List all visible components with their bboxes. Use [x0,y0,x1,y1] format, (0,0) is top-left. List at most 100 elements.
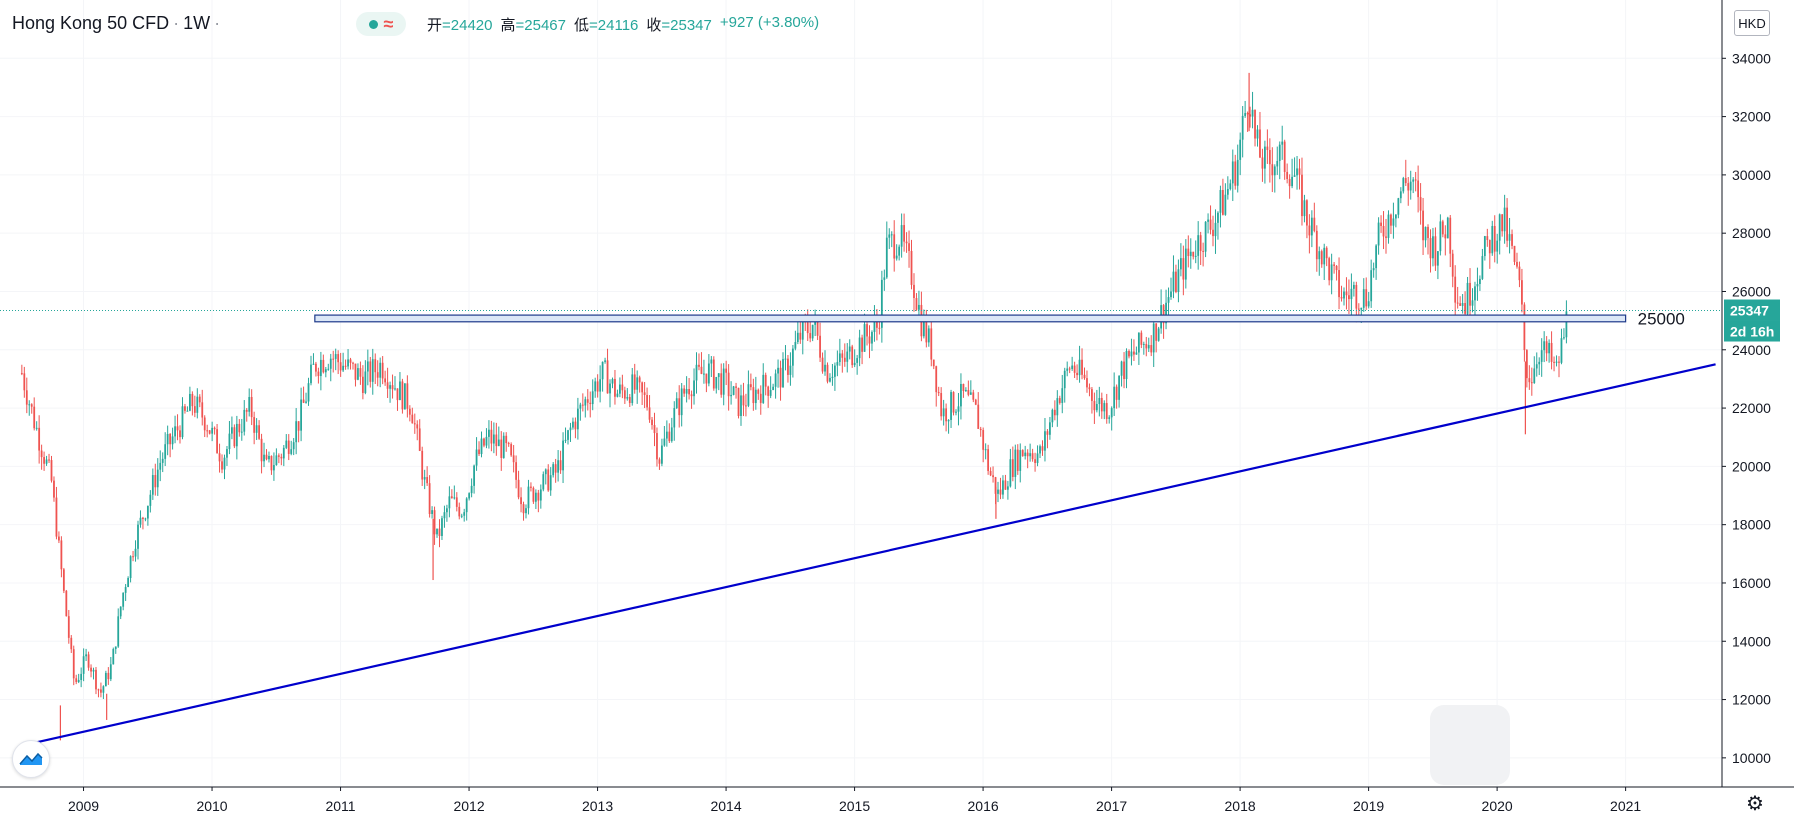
candle-body [211,427,214,434]
candle-body [1446,217,1449,239]
candle-body [1318,251,1321,260]
ohlc-close: 收=25347 [646,17,712,34]
candle-body [507,443,510,445]
candle-body [1273,166,1276,176]
candle-body [75,678,78,682]
candle-body [1108,417,1111,419]
candle-body [816,319,819,336]
candle-body [193,406,196,413]
candle-body [796,332,799,343]
ohlc-change: +927 (+3.80%) [719,14,820,31]
candle-body [401,381,404,410]
candle-body [1187,248,1190,257]
candle-body [1095,404,1098,411]
candle-body [198,396,201,403]
candle-body [399,381,401,401]
candle-body [740,395,742,417]
candle-body [1533,368,1536,383]
candle-body [801,320,804,340]
candle-body [661,445,663,464]
candle-body [1002,480,1004,495]
symbol-title[interactable]: Hong Kong 50 CFD [12,12,170,33]
currency-button[interactable]: HKD [1734,10,1770,36]
gear-icon[interactable]: ⚙ [1746,792,1764,815]
candle-body [1009,459,1012,487]
candle-body [164,444,167,459]
tradingview-logo-icon[interactable] [12,740,50,778]
candle-body [166,434,169,445]
candle-body [623,390,626,399]
candle-body [258,425,260,439]
candle-body [1501,214,1504,232]
candle-body [1093,400,1096,411]
candle-body [233,427,236,447]
candle-body [871,331,873,344]
market-status-badge[interactable]: ≈ [356,12,406,36]
candle-body [446,508,448,513]
candle-body [495,434,498,447]
candle-body [302,399,305,403]
candle-body [354,363,357,380]
candle-body [616,393,619,397]
candle-body [156,469,159,488]
candle-body [1204,221,1207,252]
candle-body [480,438,483,455]
candle-body [562,440,564,471]
candle-body [705,373,708,384]
candle-body [112,649,115,665]
interval-label[interactable]: 1W [183,12,211,33]
candle-body [1264,146,1266,169]
candle-body [712,359,715,389]
candle-body [1330,264,1333,281]
candle-body [520,497,522,505]
candle-body [1105,403,1108,419]
candle-body [315,363,317,372]
candle-body [1286,171,1289,180]
candle-body [248,396,251,412]
candle-body [396,388,399,401]
candle-body [853,362,856,366]
candle-body [947,419,950,422]
candle-body [1162,305,1165,324]
candle-body [1026,452,1029,457]
candle-body [673,408,676,428]
candle-body [1360,307,1363,310]
candle-body [952,392,955,413]
candle-body [188,393,191,411]
candle-body [460,515,463,517]
candle-body [772,386,775,391]
candle-body [1293,175,1296,177]
candle-body [1066,368,1069,371]
candle-body [1310,217,1313,236]
candle-body [1039,446,1041,454]
candle-body [413,423,416,425]
candle-body [235,423,238,447]
candle-body [628,397,631,404]
candle-body [473,465,475,486]
candle-body [1558,361,1560,363]
grid-layer [0,0,1722,787]
candle-body [732,386,735,395]
candle-body [1375,245,1378,269]
watermark-emblem [1430,705,1510,785]
candle-body [90,667,92,672]
market-open-dot-icon [368,19,378,29]
candle-body [1471,300,1474,306]
candle-body [129,556,132,579]
candle-body [369,361,372,382]
candle-body [604,360,606,362]
candle-body [703,373,705,375]
candle-body [1278,144,1281,161]
candle-body [1325,247,1328,259]
candle-body [979,428,982,431]
candle-body [1024,452,1027,457]
candle-body [542,474,545,490]
candle-body [391,385,394,390]
candle-body [275,455,278,466]
candle-body [809,333,812,339]
candle-body [1469,282,1471,306]
candle-body [151,475,154,495]
candle-body [500,439,503,458]
candle-body [846,351,849,362]
